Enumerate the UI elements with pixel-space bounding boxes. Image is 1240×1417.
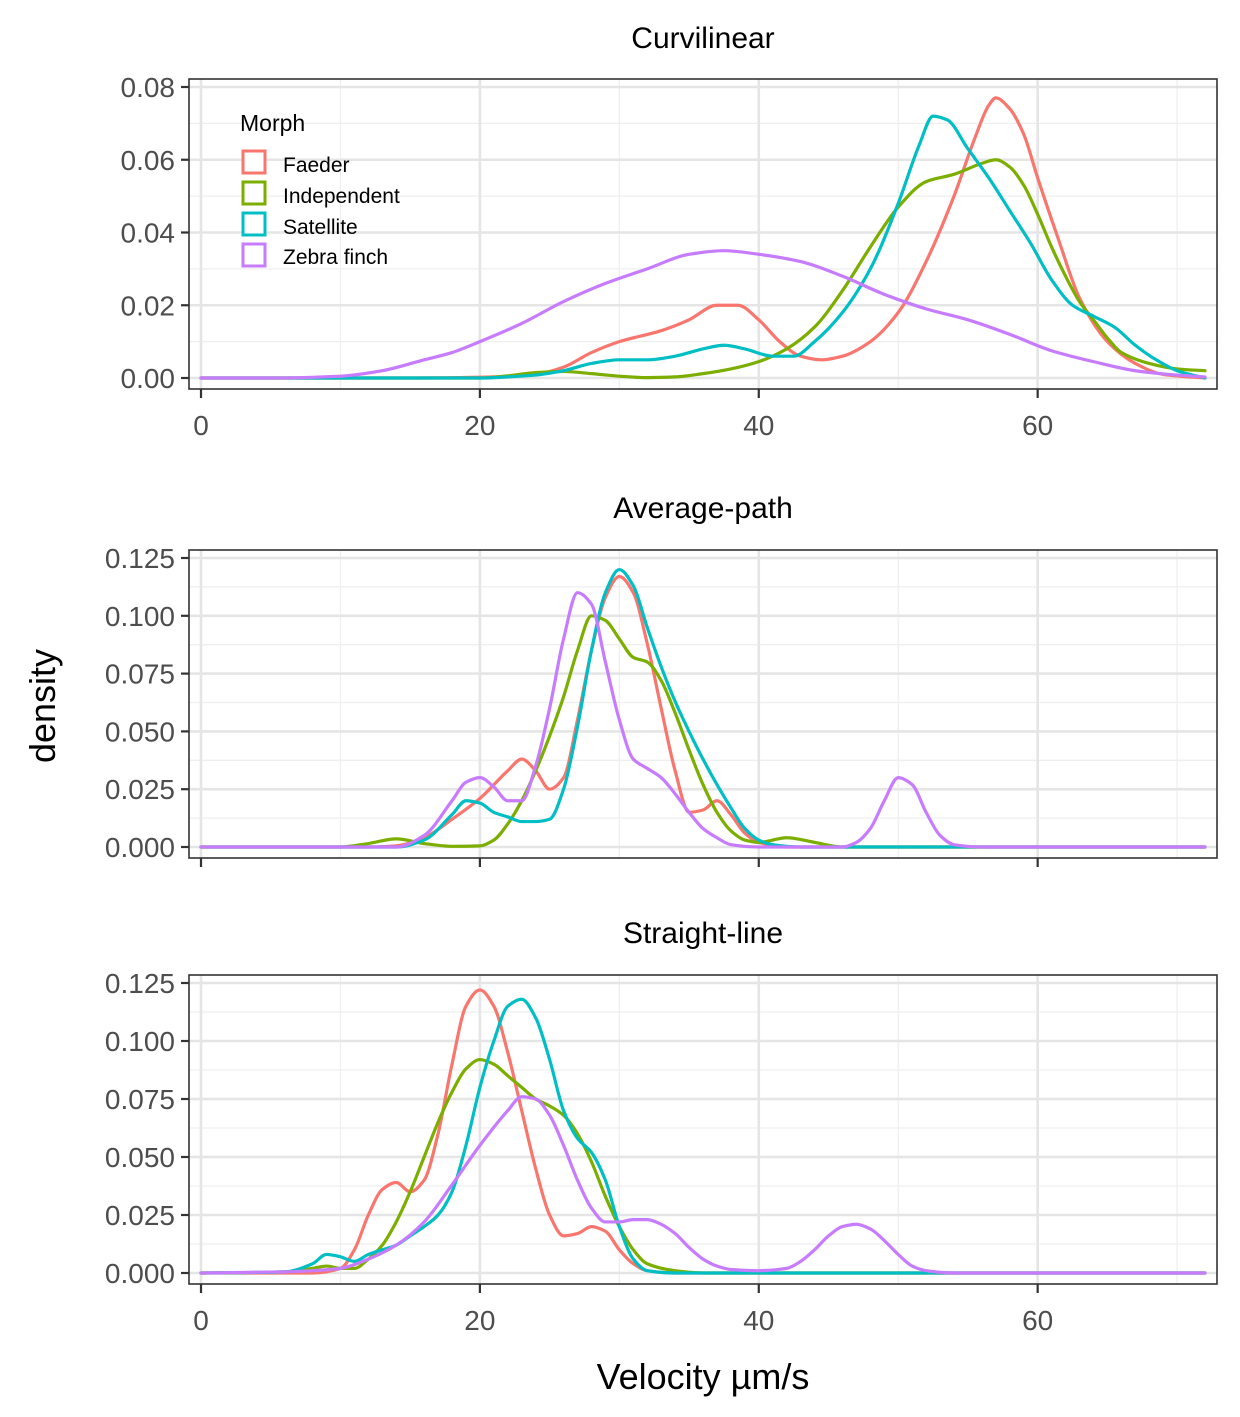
density-line-faeder bbox=[199, 574, 1207, 849]
y-tick-label: 0.025 bbox=[105, 774, 175, 805]
y-tick-label: 0.00 bbox=[121, 363, 176, 394]
density-line-satellite bbox=[199, 567, 1207, 849]
density-line-zebra-finch bbox=[199, 591, 1207, 849]
legend-key-satellite bbox=[241, 211, 267, 237]
x-axis-title: Velocity µm/s bbox=[597, 1356, 810, 1397]
y-tick-label: 0.125 bbox=[105, 968, 175, 999]
panel-border bbox=[188, 78, 1218, 390]
y-tick-label: 0.100 bbox=[105, 601, 175, 632]
panel-border bbox=[188, 549, 1218, 859]
panel-border bbox=[188, 974, 1218, 1285]
y-tick-label: 0.050 bbox=[105, 1142, 175, 1173]
legend-key-independent bbox=[241, 180, 267, 206]
density-line-satellite bbox=[199, 114, 1207, 380]
y-tick-label: 0.075 bbox=[105, 659, 175, 690]
panel-background bbox=[189, 550, 1217, 858]
legend-label-independent: Independent bbox=[283, 185, 400, 208]
x-tick-label: 20 bbox=[464, 410, 495, 441]
legend-item-faeder: Faeder bbox=[241, 149, 350, 177]
legend-item-satellite: Satellite bbox=[241, 211, 358, 239]
legend-item-zebra-finch: Zebra finch bbox=[241, 242, 388, 269]
y-tick-label: 0.04 bbox=[121, 218, 176, 249]
panels-group: 0.000.020.040.060.080 20 40 60Curvilinear0.… bbox=[105, 22, 1218, 1336]
y-tick-label: 0.100 bbox=[105, 1026, 175, 1057]
legend-title: Morph bbox=[240, 110, 305, 136]
legend-label-satellite: Satellite bbox=[283, 216, 358, 239]
x-tick-label: 60 bbox=[1022, 410, 1053, 441]
x-tick-label: 40 bbox=[743, 410, 774, 441]
density-line-zebra-finch bbox=[199, 249, 1207, 380]
panel-title-curvilinear: Curvilinear bbox=[631, 22, 774, 55]
legend: Morph Faeder Independent Satellite Zebra… bbox=[240, 110, 400, 269]
density-line-zebra-finch bbox=[199, 1095, 1207, 1275]
y-tick-label: 0.000 bbox=[105, 1258, 175, 1289]
y-tick-label: 0.025 bbox=[105, 1200, 175, 1231]
panel-title-straight-line: Straight-line bbox=[623, 917, 783, 950]
y-tick-label: 0.050 bbox=[105, 716, 175, 747]
density-line-satellite bbox=[199, 997, 1207, 1275]
density-line-faeder bbox=[199, 988, 1207, 1275]
y-tick-label: 0.08 bbox=[121, 72, 176, 103]
x-tick-label: 0 bbox=[193, 1305, 209, 1336]
y-tick-label: 0.02 bbox=[121, 290, 176, 321]
y-axis-title: density bbox=[22, 649, 63, 763]
y-tick-label: 0.06 bbox=[121, 145, 176, 176]
y-tick-label: 0.125 bbox=[105, 543, 175, 574]
panel-straight-line: 0.000 0.025 0.050 0.075 0.100 0.125 0 20 40 60 Str… bbox=[105, 917, 1218, 1336]
x-tick-label: 20 bbox=[464, 1305, 495, 1336]
legend-item-independent: Independent bbox=[241, 180, 400, 208]
density-line-independent bbox=[199, 614, 1207, 849]
x-tick-label: 0 bbox=[193, 410, 209, 441]
y-tick-label: 0.000 bbox=[105, 832, 175, 863]
x-tick-label: 60 bbox=[1022, 1305, 1053, 1336]
density-line-faeder bbox=[199, 96, 1207, 380]
x-tick-label: 40 bbox=[743, 1305, 774, 1336]
panel-background bbox=[189, 975, 1217, 1284]
panel-average-path: 0.000 0.025 0.050 0.075 0.100 0.125 Average-pa… bbox=[105, 492, 1218, 867]
y-tick-label: 0.075 bbox=[105, 1084, 175, 1115]
legend-label-faeder: Faeder bbox=[283, 154, 350, 177]
panel-curvilinear: 0.00 0.02 0.04 0.06 0.08 0 20 40 60 Curvilinear bbox=[121, 22, 1218, 441]
legend-key-faeder bbox=[241, 149, 267, 175]
legend-key-zebra-finch bbox=[241, 242, 267, 268]
legend-label-zebra-finch: Zebra finch bbox=[283, 246, 388, 269]
panel-title-average-path: Average-path bbox=[613, 492, 793, 525]
density-line-independent bbox=[199, 1057, 1207, 1275]
